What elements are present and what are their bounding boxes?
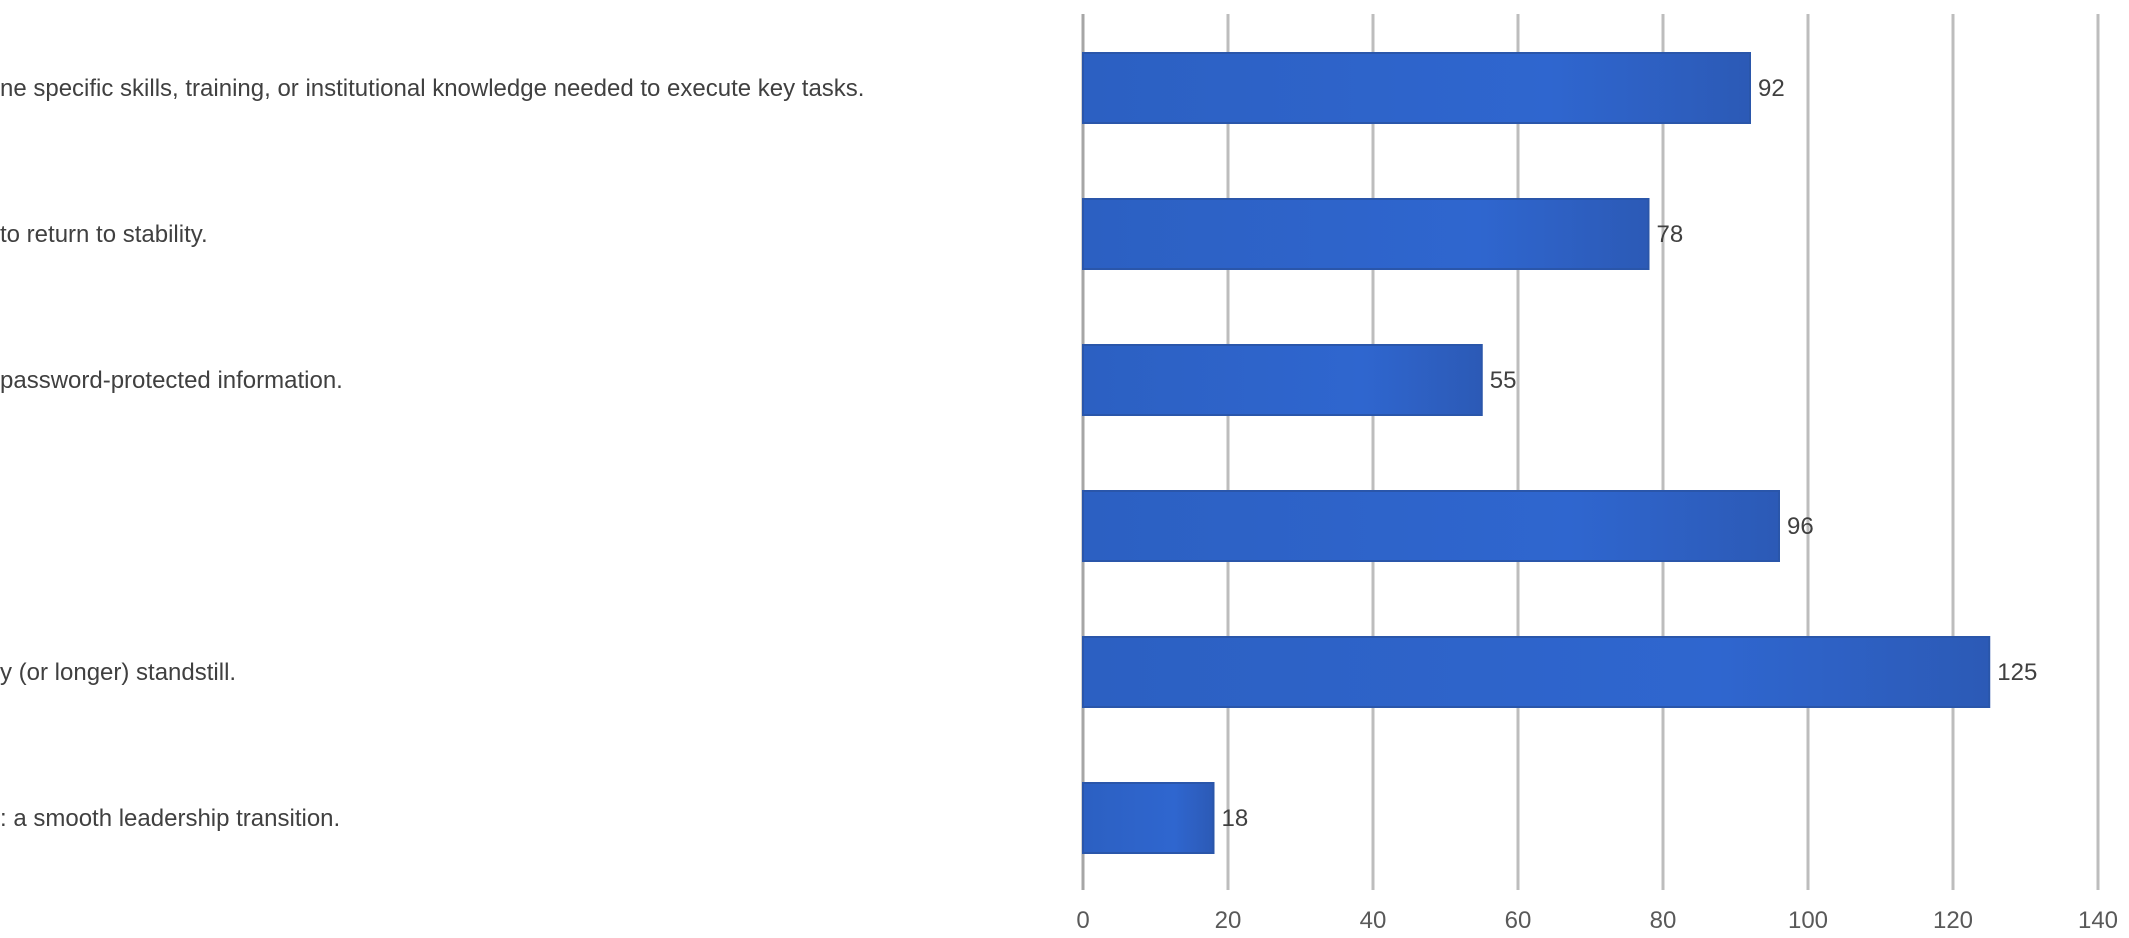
category-label-2: password-protected information.: [0, 367, 343, 394]
data-label-0: 92: [1758, 75, 1785, 102]
data-label-3: 96: [1787, 513, 1814, 540]
grid-layer: [1081, 14, 2100, 890]
bar-2: [1082, 344, 1483, 416]
data-label-5: 18: [1222, 805, 1249, 832]
x-tick-label-120: 120: [1933, 907, 1973, 934]
bar-4: [1082, 636, 1991, 708]
category-label-5: : a smooth leadership transition.: [0, 805, 340, 832]
x-tick-label-60: 60: [1505, 907, 1532, 934]
data-label-4: 125: [1997, 659, 2037, 686]
x-tick-label-80: 80: [1650, 907, 1677, 934]
category-label-1: to return to stability.: [0, 221, 208, 248]
bar-0: [1082, 52, 1751, 124]
x-tick-label-140: 140: [2078, 907, 2118, 934]
bar-layer: [1082, 52, 1991, 854]
x-tick-label-100: 100: [1788, 907, 1828, 934]
data-label-2: 55: [1490, 367, 1517, 394]
bar-3: [1082, 490, 1780, 562]
x-tick-label-0: 0: [1076, 907, 1089, 934]
category-label-0: ne specific skills, training, or institu…: [0, 75, 864, 102]
data-label-1: 78: [1657, 221, 1684, 248]
bar-5: [1082, 782, 1215, 854]
x-tick-label-40: 40: [1360, 907, 1387, 934]
category-label-4: y (or longer) standstill.: [0, 659, 236, 686]
x-tick-label-20: 20: [1215, 907, 1242, 934]
label-layer: 0 20 40 60 80 100 120 140 ne specific skills, tr…: [0, 75, 2118, 934]
bar-1: [1082, 198, 1650, 270]
